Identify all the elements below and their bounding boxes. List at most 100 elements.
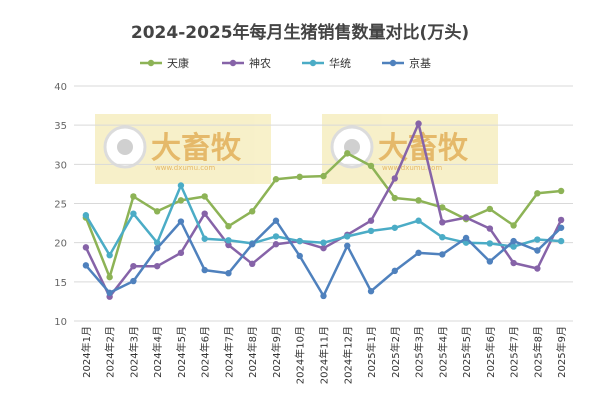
data-point bbox=[82, 262, 90, 269]
data-point bbox=[225, 237, 232, 244]
data-point bbox=[272, 241, 280, 248]
x-tick-label: 2024年3月 bbox=[127, 326, 140, 378]
data-point bbox=[82, 244, 90, 251]
data-point bbox=[272, 217, 280, 224]
data-point bbox=[177, 182, 185, 189]
y-tick-label: 30 bbox=[54, 160, 67, 171]
x-tick-label: 2024年12月 bbox=[341, 326, 354, 384]
data-point bbox=[486, 258, 494, 265]
data-point bbox=[367, 227, 375, 235]
legend-swatch-marker bbox=[229, 59, 237, 67]
data-point bbox=[462, 234, 470, 242]
data-point bbox=[177, 197, 185, 204]
y-tick-label: 10 bbox=[54, 317, 67, 328]
data-point bbox=[367, 288, 375, 295]
legend-item: 神农 bbox=[222, 56, 271, 70]
data-point bbox=[510, 259, 517, 267]
x-tick-label: 2024年8月 bbox=[246, 326, 259, 378]
data-point bbox=[367, 162, 375, 170]
data-point bbox=[106, 273, 113, 281]
data-point bbox=[439, 204, 446, 211]
x-tick-label: 2025年6月 bbox=[484, 326, 497, 378]
data-point bbox=[296, 252, 303, 260]
data-point bbox=[391, 267, 398, 275]
data-point bbox=[320, 172, 327, 180]
data-point bbox=[272, 176, 280, 183]
data-point bbox=[201, 210, 208, 217]
y-tick-label: 15 bbox=[54, 278, 67, 289]
legend-swatch-marker bbox=[389, 59, 397, 67]
data-point bbox=[415, 197, 422, 204]
legend-label: 华统 bbox=[329, 56, 351, 70]
data-point bbox=[272, 233, 280, 240]
y-tick-label: 25 bbox=[54, 200, 67, 211]
data-point bbox=[320, 244, 327, 252]
data-point bbox=[486, 205, 494, 213]
data-point bbox=[177, 249, 185, 257]
series-3 bbox=[82, 182, 565, 259]
x-tick-label: 2025年9月 bbox=[555, 326, 568, 378]
x-axis-ticks: 2024年1月 2024年2月 2024年3月 2024年4月 2024年5月 2024年… bbox=[80, 326, 568, 384]
data-point bbox=[415, 217, 422, 224]
data-point bbox=[510, 243, 517, 250]
data-point bbox=[153, 244, 161, 252]
x-tick-label: 2024年10月 bbox=[294, 326, 307, 384]
series-group bbox=[82, 120, 565, 300]
legend-label: 神农 bbox=[249, 56, 271, 70]
data-point bbox=[201, 235, 208, 242]
series-4 bbox=[82, 217, 565, 300]
data-point bbox=[391, 175, 398, 182]
data-point bbox=[320, 292, 327, 300]
data-point bbox=[296, 173, 303, 181]
x-tick-label: 2025年8月 bbox=[531, 326, 544, 378]
y-tick-label: 40 bbox=[54, 82, 67, 93]
x-tick-label: 2024年5月 bbox=[175, 326, 188, 378]
chart-title: 2024-2025年每月生猪销售数量对比(万头) bbox=[131, 22, 469, 43]
x-tick-label: 2024年9月 bbox=[270, 326, 283, 378]
data-point bbox=[130, 277, 137, 285]
x-tick-label: 2025年1月 bbox=[365, 326, 378, 378]
data-point bbox=[249, 241, 256, 248]
data-point bbox=[367, 217, 375, 224]
data-point bbox=[415, 120, 422, 127]
data-point bbox=[130, 210, 137, 217]
data-point bbox=[415, 249, 422, 257]
data-point bbox=[439, 233, 446, 241]
x-tick-label: 2024年7月 bbox=[222, 326, 235, 378]
data-point bbox=[201, 193, 208, 200]
legend-label: 天康 bbox=[167, 56, 189, 70]
data-point bbox=[130, 262, 137, 270]
data-point bbox=[106, 252, 113, 259]
data-point bbox=[510, 237, 517, 245]
x-tick-label: 2025年2月 bbox=[389, 326, 402, 378]
data-point bbox=[486, 225, 494, 232]
data-point bbox=[225, 270, 232, 277]
data-point bbox=[249, 208, 256, 215]
data-point bbox=[486, 240, 494, 247]
data-point bbox=[249, 260, 256, 268]
data-point bbox=[82, 212, 90, 219]
data-point bbox=[344, 150, 351, 157]
chart-legend: 天康 神农 华统 京基 bbox=[140, 56, 431, 70]
data-point bbox=[534, 190, 541, 197]
data-point bbox=[439, 219, 446, 226]
data-point bbox=[153, 262, 161, 270]
watermark-text: 大畜牧 bbox=[151, 131, 242, 166]
x-tick-label: 2025年5月 bbox=[460, 326, 473, 378]
data-point bbox=[201, 266, 208, 274]
series-1 bbox=[82, 150, 565, 281]
data-point bbox=[225, 223, 232, 230]
watermark-emblem-dot bbox=[117, 139, 133, 155]
x-tick-label: 2024年2月 bbox=[104, 326, 117, 378]
data-point bbox=[296, 237, 303, 245]
data-point bbox=[391, 194, 398, 202]
watermark-url: www.dxumu.com bbox=[382, 164, 442, 172]
legend-swatch-marker bbox=[147, 59, 155, 67]
legend-item: 天康 bbox=[140, 56, 189, 70]
data-point bbox=[344, 233, 351, 240]
y-tick-label: 20 bbox=[54, 239, 67, 250]
